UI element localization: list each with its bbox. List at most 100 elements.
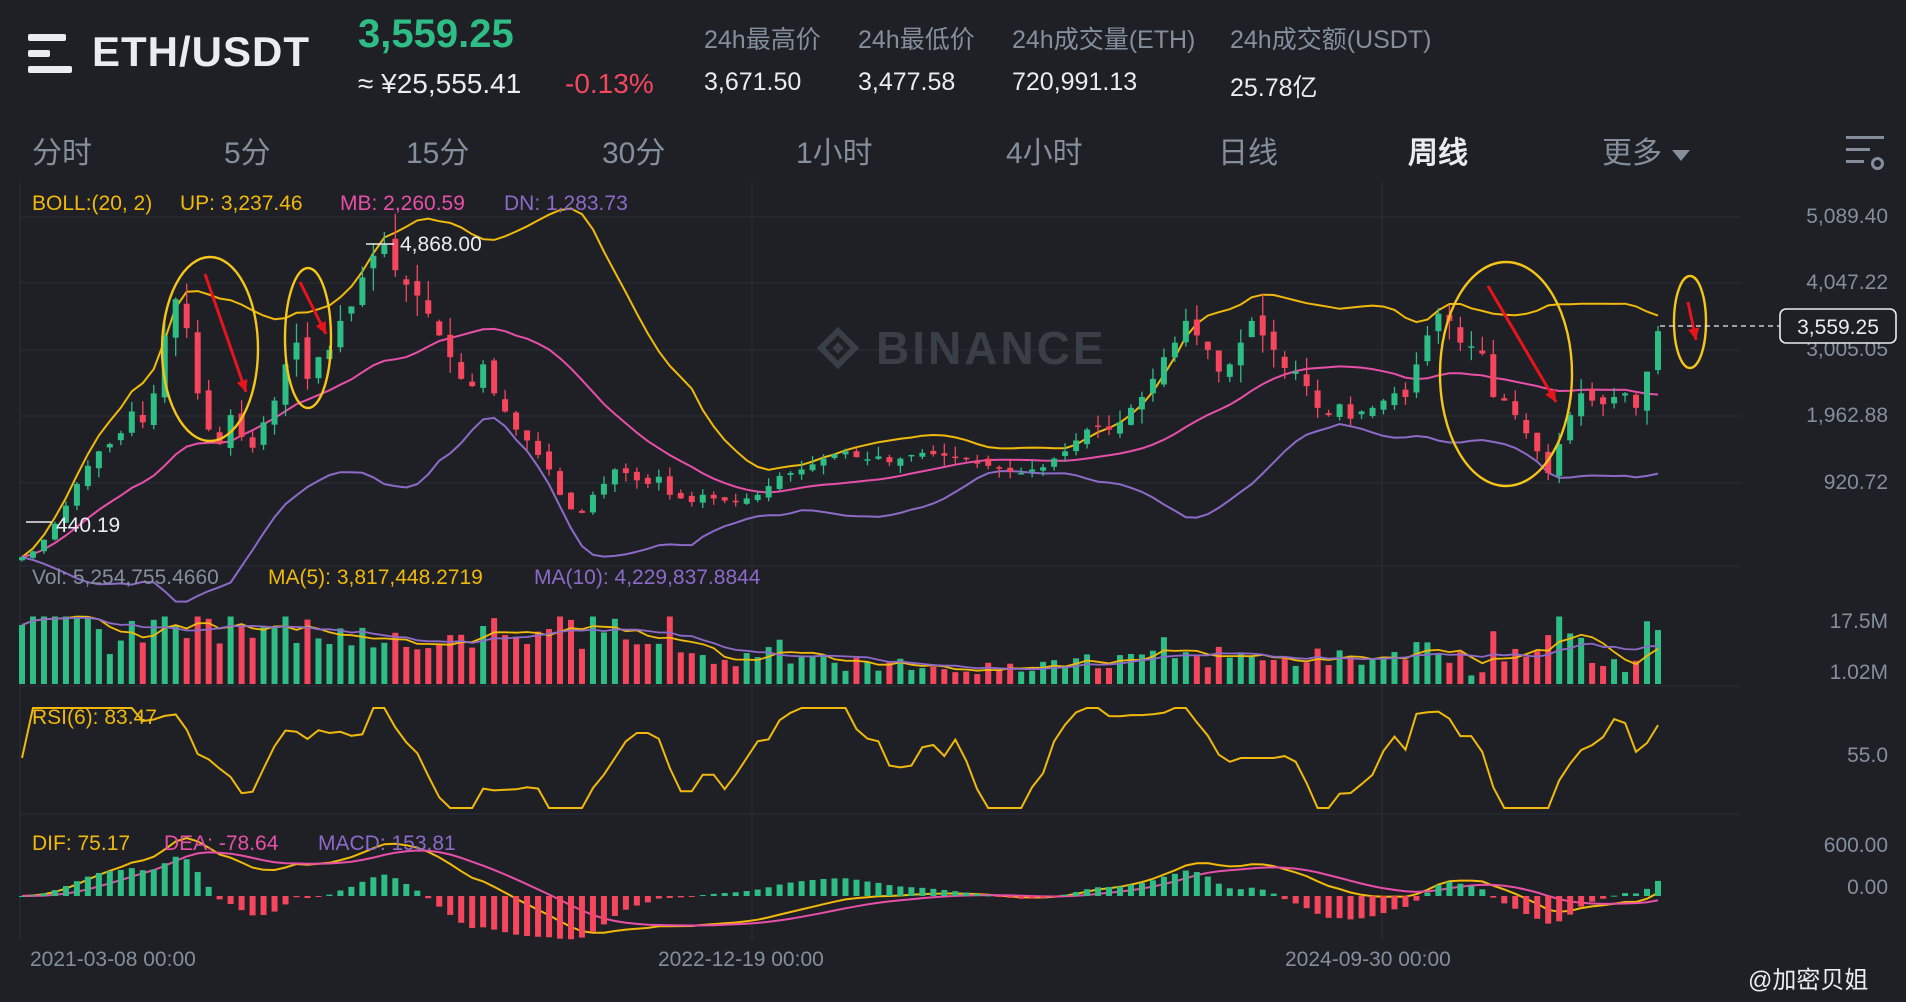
macd-bar [194, 872, 201, 896]
macd-bar [1160, 876, 1167, 896]
macd-bar [1600, 896, 1607, 899]
time-tick: 2021-03-08 00:00 [30, 948, 196, 971]
boll-bands [21, 207, 1659, 603]
macd-bar [513, 896, 520, 935]
macd-bar [1029, 896, 1036, 899]
candle-body [1226, 364, 1233, 377]
candle-body [1325, 413, 1332, 416]
macd-bar [249, 896, 256, 916]
candle-body [172, 299, 179, 338]
candle-body [798, 469, 805, 475]
macd-bar [985, 895, 992, 897]
candle-body [1622, 393, 1629, 396]
volume-bar [1193, 656, 1200, 684]
macd-bar [425, 896, 432, 899]
volume-bar [1457, 652, 1464, 684]
candle-body [1578, 393, 1585, 417]
candle-body [1424, 335, 1431, 362]
volume-bar [1138, 654, 1145, 684]
volume-bar [1369, 659, 1376, 684]
macd-bar [260, 896, 267, 916]
tab-15m[interactable]: 15分 [406, 137, 470, 170]
macd-bar [62, 886, 69, 896]
candle-body [864, 459, 871, 461]
volume-bar [458, 634, 465, 684]
macd-bar [1040, 896, 1047, 899]
candle-body [238, 413, 245, 437]
macd-bar [1095, 887, 1102, 896]
volume-bar [798, 656, 805, 684]
macd-bar [1446, 881, 1453, 896]
chart-settings-icon[interactable] [1846, 134, 1884, 170]
macd-bar [1380, 896, 1387, 914]
candle-body [1534, 432, 1541, 452]
tab-30m[interactable]: 30分 [602, 137, 666, 170]
candle-body [1116, 422, 1123, 434]
macd-bar [1325, 896, 1332, 918]
volume-bar [996, 669, 1003, 684]
volume-bar [282, 616, 289, 684]
volume-bar [974, 674, 981, 684]
candle-body [524, 430, 531, 441]
macd-bar [502, 896, 509, 933]
pair-title[interactable]: ETH/USDT [92, 28, 310, 75]
volume-bar [557, 616, 564, 684]
volume-bar [1029, 670, 1036, 684]
tab-more[interactable]: 更多 [1602, 128, 1690, 172]
volume-bar [447, 635, 454, 684]
macd-bar [1622, 893, 1629, 896]
macd-bar [315, 896, 322, 897]
candle-body [1567, 415, 1574, 441]
volume-bar [425, 648, 432, 684]
candle-body [1435, 313, 1442, 332]
volume-bar [1116, 655, 1123, 684]
tab-1w[interactable]: 周线 [1408, 137, 1468, 170]
candle-body [1084, 429, 1091, 445]
candle-body [29, 551, 36, 558]
macd-bar [952, 891, 959, 896]
volume-bar [293, 642, 300, 684]
macd-bar [853, 879, 860, 896]
candle-body [732, 500, 739, 503]
volume-bar [754, 657, 761, 684]
volume-bar [1281, 658, 1288, 684]
volume-bar [128, 620, 135, 684]
volume-bar [919, 668, 926, 684]
volume-bar [688, 653, 695, 684]
macd-bar [282, 896, 289, 905]
candle-body [996, 467, 1003, 469]
volume-bar [985, 662, 992, 684]
macd-bar [1644, 888, 1651, 896]
volume-bar [1314, 648, 1321, 684]
tab-5m[interactable]: 5分 [224, 137, 271, 170]
stat-value: 720,991.13 [1012, 68, 1138, 96]
tab-1d[interactable]: 日线 [1218, 137, 1278, 170]
candle-body [183, 303, 190, 329]
tab-more-label: 更多 [1602, 137, 1662, 170]
macd-bar [447, 896, 454, 915]
tab-4h[interactable]: 4小时 [1006, 137, 1083, 170]
volume-bar [40, 616, 47, 684]
volume-bar [194, 616, 201, 684]
volume-bar [1127, 653, 1134, 684]
menu-icon[interactable] [28, 34, 72, 74]
tab-time[interactable]: 分时 [32, 137, 92, 170]
volume-bar [589, 616, 596, 684]
macd-bar [1106, 887, 1113, 896]
volume-bar [524, 644, 531, 684]
volume-bar [1413, 642, 1420, 684]
vol-ma10-line [21, 617, 1659, 671]
tab-1h[interactable]: 1小时 [796, 137, 873, 170]
candle-body [1171, 342, 1178, 358]
candle-body [150, 393, 157, 426]
ticker-header: ETH/USDT 3,559.25 ≈ ¥25,555.41 -0.13% 24… [0, 0, 1906, 120]
macd-bar [1369, 896, 1376, 917]
macd-bar [776, 884, 783, 896]
vol-ma5-line [21, 615, 1659, 672]
price-tick: 1,962.88 [1806, 404, 1888, 427]
macd-bar [1237, 889, 1244, 896]
macd-bar [831, 878, 838, 896]
macd-bar [1512, 896, 1519, 909]
macd-bar [721, 893, 728, 896]
